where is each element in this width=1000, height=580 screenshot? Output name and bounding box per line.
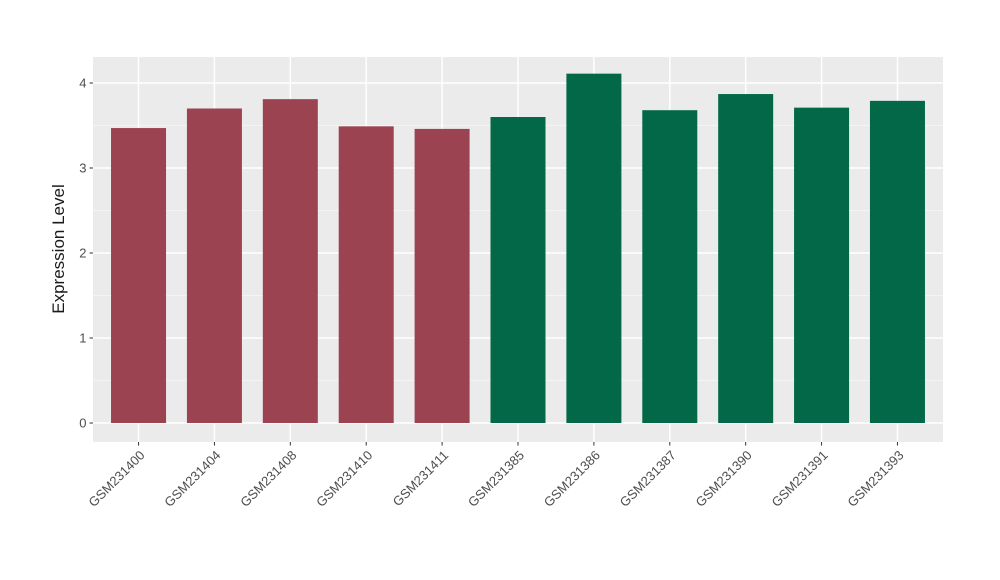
y-tick-label: 0: [79, 416, 86, 431]
x-tick-label: GSM231385: [465, 448, 527, 510]
bar-GSM231404: [186, 108, 242, 423]
x-tick-label: GSM231411: [390, 448, 452, 510]
x-tick-label: GSM231400: [85, 448, 147, 510]
bar-GSM231385: [490, 117, 546, 423]
bar-GSM231390: [718, 94, 774, 424]
bar-GSM231386: [566, 73, 622, 424]
y-tick-label: 1: [79, 331, 86, 346]
y-axis-title: Expression Level: [49, 184, 68, 313]
x-tick-label: GSM231408: [237, 448, 299, 510]
x-tick-label: GSM231387: [617, 448, 679, 510]
x-tick-label: GSM231410: [313, 448, 375, 510]
bar-GSM231400: [111, 128, 167, 424]
x-tick-label: GSM231404: [161, 448, 223, 510]
y-tick-label: 4: [79, 76, 86, 91]
x-tick-label: GSM231390: [693, 448, 755, 510]
bar-GSM231393: [869, 100, 925, 423]
bar-GSM231387: [642, 110, 698, 423]
x-tick-label: GSM231391: [768, 448, 830, 510]
bar-GSM231411: [414, 128, 470, 423]
x-tick-label: GSM231386: [541, 448, 603, 510]
bar-GSM231410: [338, 126, 394, 423]
x-tick-label: GSM231393: [844, 448, 906, 510]
bar-GSM231391: [794, 107, 850, 424]
y-tick-label: 3: [79, 161, 86, 176]
bar-GSM231408: [262, 99, 318, 424]
y-tick-label: 2: [79, 246, 86, 261]
